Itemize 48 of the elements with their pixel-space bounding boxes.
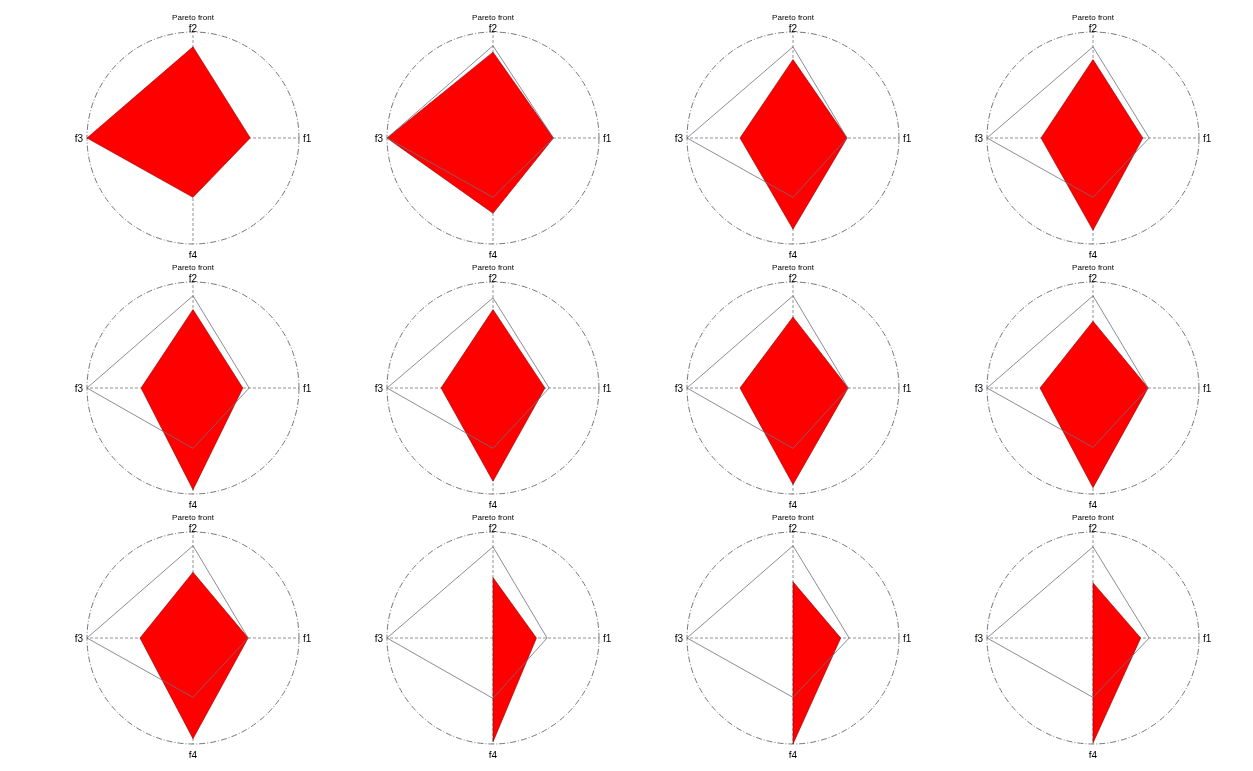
spoke-label: f2 (188, 523, 198, 534)
chart-title: Pareto front (472, 513, 515, 522)
spoke-label: f2 (788, 273, 798, 284)
chart-title: Pareto front (472, 13, 515, 22)
spoke-label: f1 (903, 133, 912, 144)
chart-title: Pareto front (1072, 13, 1115, 22)
spoke-label: f3 (374, 383, 384, 394)
chart-title: Pareto front (172, 513, 215, 522)
spoke-label: f1 (603, 633, 612, 644)
spoke-label: f2 (1088, 273, 1098, 284)
spoke-label: f3 (974, 133, 984, 144)
spoke-label: f2 (788, 23, 798, 34)
spoke-label: f3 (74, 633, 84, 644)
spoke-label: f3 (374, 133, 384, 144)
chart-title: Pareto front (472, 263, 515, 272)
spoke-label: f3 (374, 633, 384, 644)
spoke-label: f2 (1088, 523, 1098, 534)
chart-title: Pareto front (772, 263, 815, 272)
spoke-label: f3 (74, 383, 84, 394)
spoke-label: f3 (674, 633, 684, 644)
spoke-label: f3 (974, 383, 984, 394)
spoke-label: f1 (303, 633, 312, 644)
spoke-label: f2 (488, 523, 498, 534)
spoke-label: f1 (603, 383, 612, 394)
spoke-label: f3 (74, 133, 84, 144)
spoke-label: f1 (303, 133, 312, 144)
spoke-label: f1 (903, 633, 912, 644)
chart-title: Pareto front (772, 13, 815, 22)
chart-title: Pareto front (1072, 263, 1115, 272)
spoke-label: f3 (674, 383, 684, 394)
spoke-label: f3 (674, 133, 684, 144)
spoke-label: f1 (1203, 383, 1212, 394)
spoke-label: f1 (903, 383, 912, 394)
spoke-label: f1 (303, 383, 312, 394)
spoke-label: f2 (1088, 23, 1098, 34)
spoke-label: f2 (188, 23, 198, 34)
chart-title: Pareto front (1072, 513, 1115, 522)
spoke-label: f1 (1203, 633, 1212, 644)
spoke-label: f3 (974, 633, 984, 644)
chart-title: Pareto front (172, 263, 215, 272)
spoke-label: f2 (788, 523, 798, 534)
spoke-label: f2 (488, 273, 498, 284)
chart-title: Pareto front (172, 13, 215, 22)
chart-title: Pareto front (772, 513, 815, 522)
spoke-label: f2 (488, 23, 498, 34)
spoke-label: f2 (188, 273, 198, 284)
spoke-label: f1 (1203, 133, 1212, 144)
spoke-label: f1 (603, 133, 612, 144)
